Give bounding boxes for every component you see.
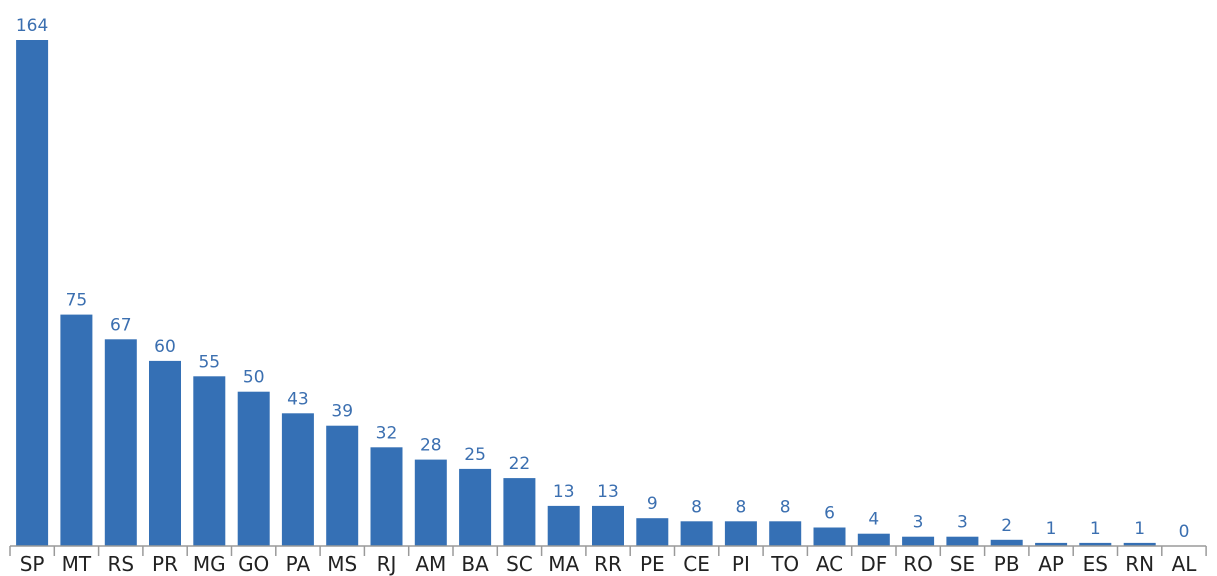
bar-rr xyxy=(592,505,624,546)
category-label-ro: RO xyxy=(903,552,933,576)
data-label-pb: 2 xyxy=(1001,516,1012,536)
x-axis xyxy=(9,545,1207,556)
category-label-to: TO xyxy=(770,552,799,576)
bar-ms xyxy=(326,425,359,546)
data-label-rj: 32 xyxy=(376,423,398,443)
category-label-sc: SC xyxy=(506,552,533,576)
category-label-se: SE xyxy=(950,552,975,576)
bar-pr xyxy=(149,360,181,546)
bar-es xyxy=(1079,542,1112,546)
data-label-go: 50 xyxy=(243,368,265,388)
data-label-rn: 1 xyxy=(1134,519,1145,539)
data-label-ma: 13 xyxy=(553,482,575,502)
data-label-es: 1 xyxy=(1090,519,1101,539)
category-label-ap: AP xyxy=(1038,552,1064,576)
bar-ma xyxy=(547,505,580,546)
category-label-al: AL xyxy=(1172,552,1198,576)
bar-rj xyxy=(370,447,403,546)
data-label-mt: 75 xyxy=(66,291,88,311)
bar-pe xyxy=(636,518,669,546)
category-label-rn: RN xyxy=(1125,552,1154,576)
category-label-pa: PA xyxy=(286,552,311,576)
bar-rn xyxy=(1123,542,1156,546)
category-label-pi: PI xyxy=(732,552,750,576)
bar-ac xyxy=(813,527,846,546)
data-label-df: 4 xyxy=(868,510,879,530)
category-label-sp: SP xyxy=(20,552,45,576)
data-label-to: 8 xyxy=(780,497,791,517)
category-label-rr: RR xyxy=(594,552,622,576)
category-label-mg: MG xyxy=(193,552,226,576)
category-labels-group: SP MT RS PR MG GO PA MS RJ AM BA SC MA RR PE CE PI TO AC DF… xyxy=(20,552,1198,576)
category-label-mt: MT xyxy=(62,552,92,576)
data-label-ce: 8 xyxy=(691,497,702,517)
bars-group xyxy=(16,40,1156,546)
bar-mg xyxy=(193,376,226,546)
bar-sc xyxy=(503,478,536,546)
data-label-mg: 55 xyxy=(198,352,220,372)
bar-am xyxy=(414,459,447,546)
category-label-ac: AC xyxy=(816,552,843,576)
category-label-es: ES xyxy=(1083,552,1108,576)
bar-go xyxy=(237,391,270,546)
data-label-ro: 3 xyxy=(913,513,924,533)
bar-pb xyxy=(990,539,1023,546)
category-label-am: AM xyxy=(415,552,446,576)
data-label-am: 28 xyxy=(420,436,442,456)
bar-pa xyxy=(281,413,314,546)
data-label-rs: 67 xyxy=(110,315,132,335)
data-label-ap: 1 xyxy=(1046,519,1057,539)
bar-rs xyxy=(104,339,137,546)
data-label-ms: 39 xyxy=(331,402,353,422)
category-label-rs: RS xyxy=(108,552,135,576)
data-label-rr: 13 xyxy=(597,482,619,502)
data-label-se: 3 xyxy=(957,513,968,533)
category-label-df: DF xyxy=(860,552,887,576)
data-label-pe: 9 xyxy=(647,494,658,514)
bar-pi xyxy=(724,521,757,546)
bar-ce xyxy=(680,521,713,546)
data-label-sc: 22 xyxy=(509,454,531,474)
bar-df xyxy=(857,533,890,546)
category-label-ms: MS xyxy=(327,552,357,576)
category-label-pe: PE xyxy=(640,552,665,576)
category-label-ba: BA xyxy=(461,552,489,576)
category-label-ce: CE xyxy=(683,552,710,576)
data-label-ac: 6 xyxy=(824,504,835,524)
category-label-ma: MA xyxy=(548,552,579,576)
bar-to xyxy=(769,521,802,546)
data-label-pa: 43 xyxy=(287,389,309,409)
category-label-go: GO xyxy=(238,552,269,576)
bar-ro xyxy=(902,536,935,546)
bar-sp xyxy=(16,40,49,546)
data-label-sp: 164 xyxy=(16,16,48,36)
data-label-al: 0 xyxy=(1179,522,1190,542)
bar-mt xyxy=(60,314,93,546)
data-label-pi: 8 xyxy=(735,497,746,517)
category-label-pb: PB xyxy=(994,552,1020,576)
bar-se xyxy=(946,536,979,546)
bar-ap xyxy=(1035,542,1068,546)
data-label-pr: 60 xyxy=(154,337,176,357)
bar-ba xyxy=(459,468,492,546)
data-label-ba: 25 xyxy=(464,445,486,465)
category-label-pr: PR xyxy=(152,552,178,576)
category-label-rj: RJ xyxy=(377,552,397,576)
